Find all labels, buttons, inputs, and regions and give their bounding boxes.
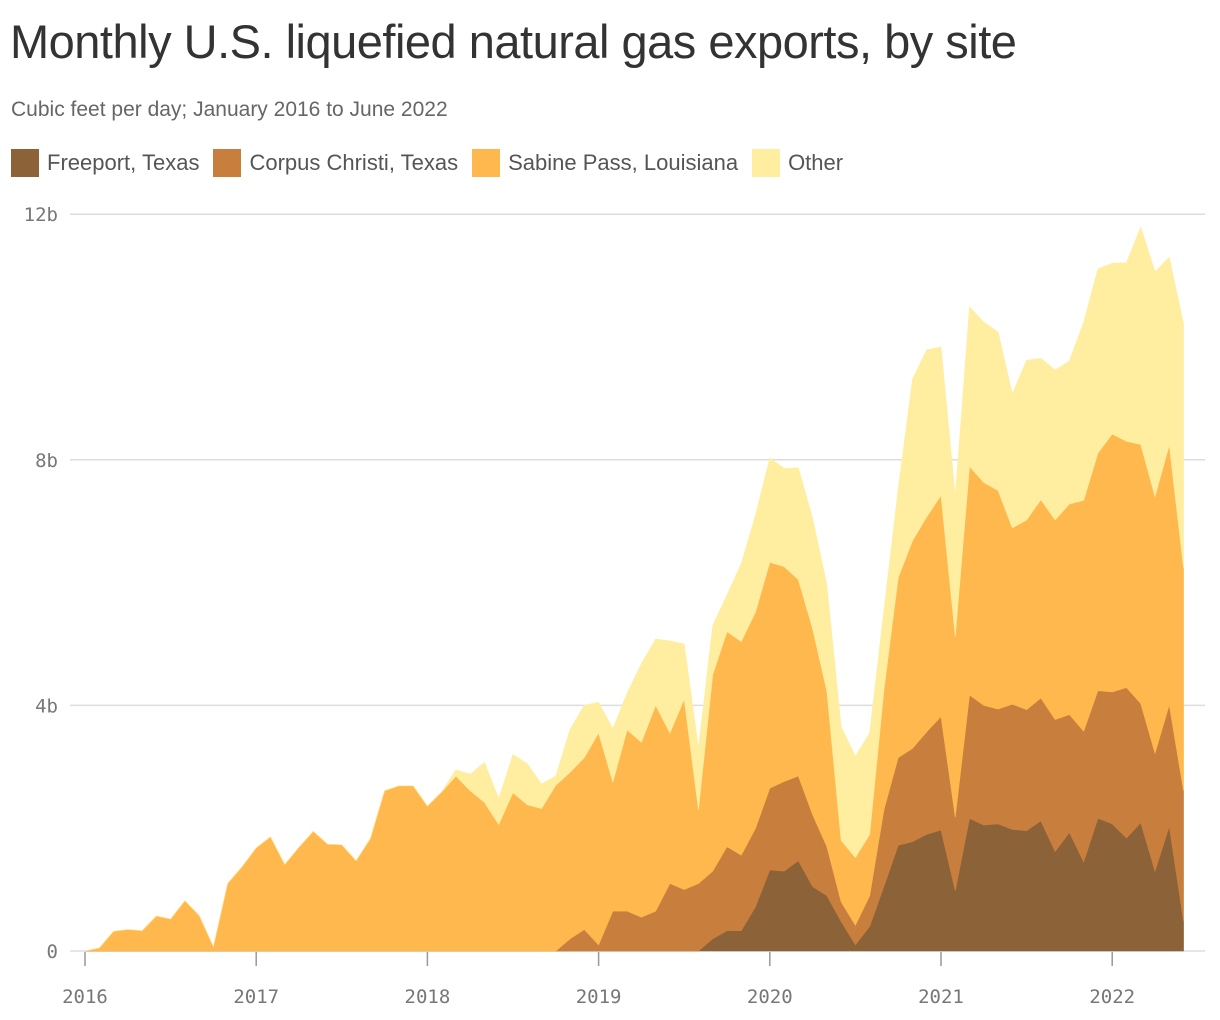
x-tick-label: 2016 [62,986,108,1008]
legend-label: Freeport, Texas [47,150,200,175]
legend: Freeport, Texas Corpus Christi, Texas Sabi… [11,147,857,179]
y-tick-label: 4b [35,695,58,717]
x-tick-label: 2018 [405,986,451,1008]
legend-label: Corpus Christi, Texas [249,150,459,175]
legend-item-corpus-christi-texas: Corpus Christi, Texas [213,149,458,177]
series-areas [84,226,1184,952]
legend-swatch [213,149,242,177]
x-tick-label: 2021 [918,986,964,1008]
legend-item-other: Other [752,149,843,177]
y-tick-label: 0 [47,941,58,963]
x-axis: 2016 2017 2018 2019 2020 2021 2022 [62,952,1135,1008]
y-tick-label: 8b [35,450,58,472]
x-tick-label: 2019 [576,986,622,1008]
area-other [84,226,1184,952]
legend-label: Sabine Pass, Louisiana [508,150,739,175]
legend-swatch [472,149,501,177]
y-tick-label: 12b [24,204,58,226]
legend-swatch [752,149,781,177]
y-axis: 0 4b 8b 12b [24,204,58,963]
legend-item-sabine-pass-louisiana: Sabine Pass, Louisiana [472,149,738,177]
chart-title: Monthly U.S. liquefied natural gas expor… [10,15,1017,68]
x-tick-label: 2020 [747,986,793,1008]
x-tick-label: 2017 [233,986,279,1008]
legend-swatch [11,149,39,177]
x-tick-label: 2022 [1089,986,1135,1008]
legend-item-freeport-texas: Freeport, Texas [11,149,199,177]
legend-label: Other [788,150,844,175]
chart-subtitle: Cubic feet per day; January 2016 to June… [11,98,448,121]
